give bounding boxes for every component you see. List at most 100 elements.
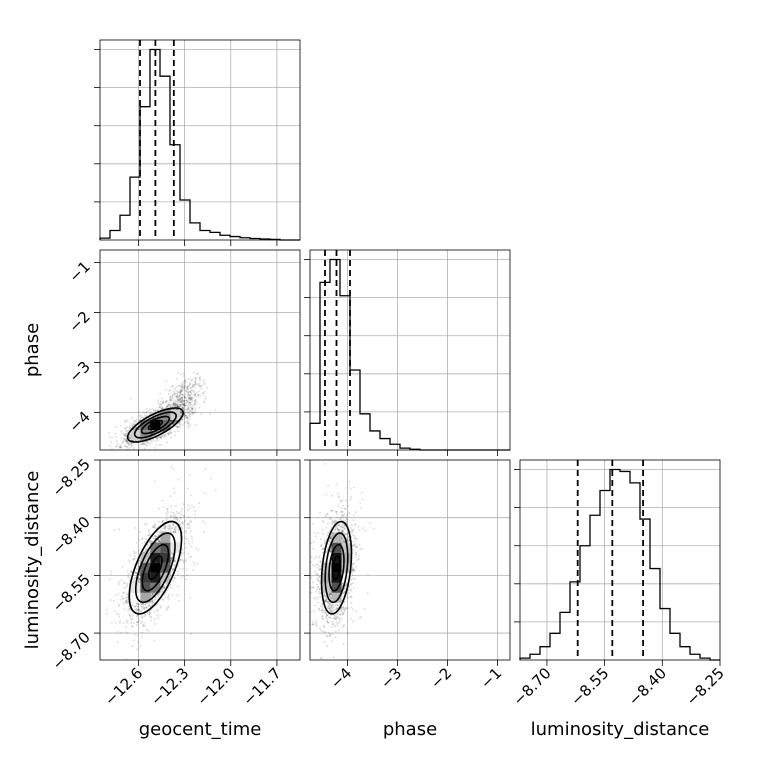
sample-point (175, 419, 178, 422)
sample-point (126, 582, 128, 585)
sample-point (125, 596, 128, 599)
sample-point (122, 622, 125, 624)
sample-point (145, 538, 148, 541)
sample-point (153, 537, 156, 540)
sample-point (164, 434, 167, 437)
sample-point (188, 398, 191, 401)
sample-point (122, 592, 125, 595)
sample-point (149, 540, 152, 543)
sample-point (161, 406, 164, 409)
sample-point (151, 592, 154, 595)
contour-line (133, 411, 177, 439)
sample-point (181, 558, 184, 561)
sample-point (114, 426, 117, 429)
sample-point (156, 614, 159, 616)
grid-hist-phase (310, 250, 510, 450)
sample-point (185, 531, 188, 534)
sample-point (169, 525, 172, 528)
sample-point (170, 432, 173, 435)
sample-point (183, 421, 186, 424)
sample-point (133, 563, 136, 566)
sample-point (140, 620, 143, 623)
sample-point (177, 478, 180, 481)
sample-point (137, 549, 140, 552)
sample-point (192, 411, 195, 414)
sample-point (114, 594, 117, 597)
sample-point (188, 418, 191, 421)
sample-point (181, 400, 184, 403)
sample-point (164, 400, 167, 403)
sample-point (187, 396, 190, 399)
sample-point (143, 443, 146, 446)
sample-point (174, 517, 177, 520)
sample-point (199, 385, 202, 388)
sample-point (166, 527, 169, 530)
sample-point (181, 567, 184, 570)
sample-point (192, 378, 194, 381)
sample-point (168, 404, 170, 407)
sample-point (143, 414, 146, 417)
sample-point (152, 537, 155, 540)
sample-point (183, 403, 185, 406)
sample-point (145, 443, 148, 446)
sample-point (190, 379, 193, 382)
sample-point (203, 400, 206, 403)
sample-point (149, 612, 151, 615)
sample-point (140, 610, 143, 613)
sample-point (193, 400, 196, 402)
sample-point (189, 530, 192, 533)
sample-point (155, 609, 158, 612)
sample-point (166, 404, 169, 407)
sample-point (154, 535, 157, 538)
sample-point (180, 396, 183, 399)
sample-point (174, 504, 177, 507)
sample-point (170, 385, 173, 388)
sample-point (180, 397, 183, 399)
sample-point (154, 526, 157, 529)
sample-point (185, 420, 188, 423)
sample-point (187, 523, 190, 526)
sample-point (180, 412, 183, 415)
sample-point (194, 409, 197, 412)
sample-point (145, 628, 148, 631)
sample-point (170, 419, 173, 422)
sample-point (188, 396, 191, 399)
sample-point (160, 583, 162, 586)
sample-point (152, 409, 155, 412)
sample-point (188, 413, 191, 416)
sample-point (163, 435, 166, 438)
sample-point (173, 530, 176, 533)
sample-point (187, 540, 190, 543)
frame-hist-geocent-time (99, 39, 301, 241)
sample-point (158, 443, 161, 446)
sample-point (150, 594, 153, 597)
sample-point (171, 526, 174, 529)
sample-point (183, 412, 186, 415)
sample-point (123, 434, 126, 437)
sample-point (168, 525, 171, 528)
sample-point (134, 526, 137, 529)
sample-point (183, 514, 186, 517)
sample-point (118, 603, 121, 606)
sample-point (161, 397, 164, 400)
sample-point (199, 376, 202, 379)
sample-point (151, 592, 154, 595)
sample-point (165, 405, 168, 408)
sample-point (125, 432, 128, 435)
sample-point (188, 398, 191, 401)
sample-point (181, 406, 184, 409)
sample-point (150, 407, 153, 410)
sample-point (186, 422, 189, 425)
sample-point (158, 406, 161, 409)
sample-point (167, 392, 170, 395)
sample-point (161, 406, 163, 409)
sample-point (191, 383, 194, 386)
sample-point (167, 606, 170, 609)
sample-point (114, 445, 117, 448)
sample-point (178, 520, 181, 522)
grid-hist-geocent-time (100, 40, 300, 240)
sample-point (190, 386, 193, 389)
sample-point (173, 399, 176, 402)
sample-point (166, 441, 168, 444)
sample-point (130, 444, 133, 447)
